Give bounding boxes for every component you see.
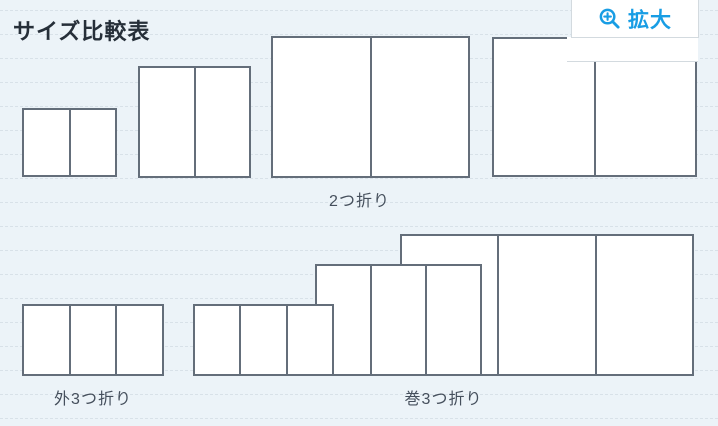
ruled-line xyxy=(0,34,718,35)
fold-group-label: 巻3つ折り xyxy=(404,391,483,408)
fold-panel xyxy=(497,236,594,374)
ruled-line xyxy=(0,394,718,395)
fold-rect xyxy=(22,108,117,177)
fold-rect xyxy=(138,66,251,178)
ruled-line xyxy=(0,226,718,227)
fold-panel xyxy=(594,236,692,374)
fold-panel xyxy=(425,266,480,374)
fold-rect xyxy=(315,264,482,376)
fold-panel xyxy=(68,306,116,374)
fold-rect xyxy=(193,304,334,376)
fold-rect xyxy=(271,36,470,178)
ruled-line xyxy=(0,202,718,203)
fold-panel xyxy=(369,38,469,176)
fold-panel xyxy=(193,68,250,176)
fold-panel xyxy=(24,306,69,374)
ruled-line xyxy=(0,418,718,419)
ruled-line xyxy=(0,178,718,179)
ruled-line xyxy=(0,10,718,11)
fold-group-label: 外3つ折り xyxy=(54,391,132,408)
fold-panel xyxy=(115,306,162,374)
page-title: サイズ比較表 xyxy=(13,19,151,44)
fold-panel xyxy=(593,39,696,175)
fold-panel xyxy=(239,306,285,374)
fold-group-label: 2つ折り xyxy=(329,193,390,210)
fold-panel xyxy=(285,306,332,374)
fold-panel xyxy=(24,110,69,175)
fold-panel xyxy=(195,306,239,374)
ruled-line xyxy=(0,250,718,251)
fold-panel xyxy=(140,68,194,176)
fold-panel xyxy=(370,266,425,374)
zoom-button-label: 拡大 xyxy=(628,8,672,32)
zoom-in-icon xyxy=(599,8,620,29)
zoom-button[interactable]: 拡大 xyxy=(571,0,699,38)
fold-rect xyxy=(22,304,164,376)
zoom-button-backdrop xyxy=(567,37,698,62)
fold-panel xyxy=(68,110,116,175)
fold-panel xyxy=(273,38,370,176)
